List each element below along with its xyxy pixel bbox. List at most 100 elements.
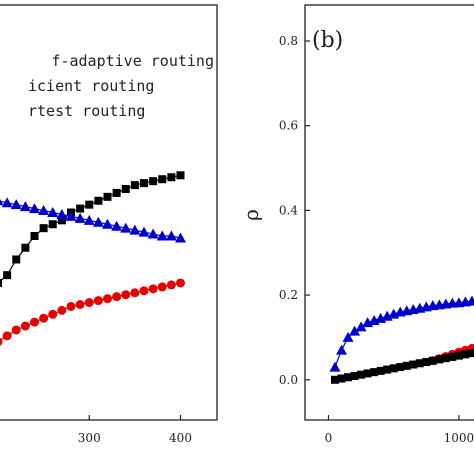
series-circle: [0, 278, 185, 346]
y-tick-label: 0.6: [279, 119, 298, 133]
data-point: [389, 364, 398, 373]
data-point: [370, 368, 379, 377]
data-point: [402, 361, 411, 370]
data-point: [363, 369, 372, 378]
data-point: [93, 296, 103, 306]
data-point: [75, 300, 85, 310]
data-point: [422, 357, 431, 366]
data-point: [175, 232, 186, 243]
data-point: [467, 349, 474, 358]
series-group-b: [329, 295, 474, 384]
data-point: [11, 325, 21, 335]
x-tick-label: 400: [169, 431, 192, 445]
series-square: [0, 171, 185, 287]
data-point: [57, 216, 66, 225]
y-axis-title: ρ: [239, 209, 263, 221]
data-point: [441, 354, 450, 363]
data-point: [139, 286, 149, 296]
tick-marks-a: [88, 415, 182, 420]
legend-entry: f-adaptive routing: [51, 52, 214, 70]
data-point: [65, 210, 77, 221]
tick-marks-b: [305, 40, 460, 420]
data-point: [38, 205, 50, 216]
x-tick-labels-b: 0 1000: [325, 431, 474, 445]
data-point: [56, 208, 68, 219]
data-point: [57, 305, 67, 315]
data-point: [129, 224, 141, 235]
data-point: [165, 230, 177, 241]
data-point: [156, 230, 168, 241]
data-point: [342, 331, 354, 342]
data-point: [74, 212, 86, 223]
data-point: [3, 271, 12, 280]
data-point: [48, 309, 58, 319]
data-point: [30, 317, 39, 327]
x-tick-label: 300: [78, 431, 101, 445]
data-point: [454, 351, 463, 360]
x-tick-label: 0: [325, 431, 333, 445]
data-point: [121, 290, 131, 300]
data-point: [336, 344, 348, 355]
data-point: [0, 337, 3, 346]
data-point: [19, 201, 31, 212]
data-point: [357, 370, 366, 379]
data-point: [349, 325, 361, 336]
data-point: [167, 173, 176, 182]
data-point: [2, 331, 12, 341]
data-point: [435, 355, 444, 364]
legend-a: f-adaptive routing icient routing rtest …: [28, 52, 214, 120]
series-group-a: [0, 171, 186, 346]
y-tick-labels-b: 0.0 0.2 0.4 0.6 0.8: [279, 34, 298, 387]
series-square: [331, 349, 474, 384]
data-point: [111, 220, 123, 231]
legend-entry: icient routing: [28, 77, 154, 95]
data-point: [176, 171, 185, 180]
series-triangle: [0, 197, 186, 243]
data-point: [39, 224, 48, 233]
data-point: [10, 199, 22, 210]
data-point: [448, 352, 457, 361]
data-point: [83, 214, 95, 225]
data-point: [21, 243, 30, 252]
data-point: [66, 301, 76, 311]
data-point: [409, 360, 418, 369]
y-tick-label: 0.0: [279, 373, 298, 387]
data-point: [147, 228, 159, 239]
data-point: [337, 374, 346, 383]
data-point: [383, 365, 392, 374]
data-point: [76, 204, 85, 213]
data-point: [428, 356, 437, 365]
data-point: [30, 231, 39, 240]
data-point: [461, 350, 470, 359]
data-point: [350, 371, 359, 380]
data-point: [176, 278, 185, 288]
data-point: [149, 177, 158, 186]
data-point: [138, 226, 150, 237]
data-point: [1, 197, 13, 208]
data-point: [29, 203, 40, 214]
data-point: [166, 280, 176, 290]
data-point: [102, 218, 113, 229]
data-point: [344, 373, 353, 382]
data-point: [47, 207, 59, 217]
panel-b: (b) ρ 0.0 0.2 0.4 0.6 0.8 0 1000: [239, 4, 474, 445]
data-point: [20, 321, 30, 331]
data-point: [396, 363, 405, 372]
data-point: [94, 196, 103, 205]
data-point: [140, 179, 148, 188]
data-point: [112, 188, 121, 197]
data-point: [466, 295, 474, 306]
data-point: [103, 294, 112, 304]
panel-label: (b): [312, 28, 343, 53]
y-tick-label: 0.8: [279, 34, 298, 48]
panel-a: 300 400 f-adaptive routing icient routing…: [0, 4, 218, 445]
plot-frame-b: [304, 4, 474, 421]
x-tick-label: 1000: [444, 431, 474, 445]
data-point: [376, 366, 385, 375]
data-point: [331, 375, 339, 384]
data-point: [92, 216, 104, 227]
data-point: [84, 298, 94, 308]
data-point: [39, 313, 49, 323]
y-tick-label: 0.2: [279, 288, 298, 302]
